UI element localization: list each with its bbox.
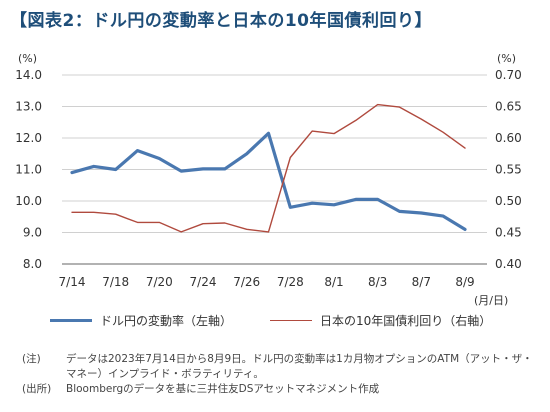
right-axis-tick-label: 0.55 — [495, 163, 522, 177]
series-line-jgb-yield — [71, 103, 466, 233]
right-axis-tick-label: 0.60 — [495, 131, 522, 145]
left-axis-unit: (%) — [18, 52, 38, 65]
right-axis-tick-label: 0.40 — [495, 257, 522, 271]
source-label: (出所) — [22, 383, 52, 395]
left-axis-tick-label: 11.0 — [15, 163, 42, 177]
legend-swatch-blue — [50, 319, 92, 322]
left-axis-tick-label: 8.0 — [23, 257, 42, 271]
note-label: (注) — [22, 353, 41, 365]
x-axis-tick-label: 7/14 — [59, 275, 86, 289]
left-axis-tick-label: 12.0 — [15, 131, 42, 145]
series-line-fx-volatility — [70, 131, 467, 231]
x-axis-tick-label: 7/20 — [146, 275, 173, 289]
left-axis-tick-label: 14.0 — [15, 68, 42, 82]
legend-item-fx-volatility: ドル円の変動率（左軸） — [50, 312, 232, 329]
right-axis-tick-label: 0.45 — [495, 226, 522, 240]
x-axis-unit: (月/日) — [474, 294, 509, 307]
right-axis-unit: (%) — [497, 52, 517, 65]
x-axis-tick-label: 8/3 — [368, 275, 387, 289]
left-axis-tick-label: 10.0 — [15, 194, 42, 208]
x-axis-tick-label: 7/26 — [233, 275, 260, 289]
x-axis-tick-label: 7/28 — [277, 275, 304, 289]
note-row: (注) データは2023年7月14日から8月9日。ドル円の変動率は1カ月物オプシ… — [22, 352, 542, 382]
right-axis-tick-label: 0.70 — [495, 68, 522, 82]
source-row: (出所) Bloombergのデータを基に三井住友DSアセットマネジメント作成 — [22, 382, 542, 397]
x-axis-tick-label: 8/7 — [412, 275, 431, 289]
left-axis-tick-label: 13.0 — [15, 100, 42, 114]
left-axis-tick-label: 9.0 — [23, 226, 42, 240]
chart-title: 【図表2：ドル円の変動率と日本の10年国債利回り】 — [10, 11, 432, 31]
note-text: データは2023年7月14日から8月9日。ドル円の変動率は1カ月物オプションのA… — [66, 353, 533, 380]
line-chart: 8.0 0.40 9.0 0.45 10.0 0.50 11.0 0.55 12.0 0.60 13… — [15, 68, 522, 289]
legend-label-jgb-yield: 日本の10年国債利回り（右軸） — [320, 314, 492, 328]
x-axis-tick-label: 8/1 — [324, 275, 343, 289]
right-axis-tick-label: 0.65 — [495, 100, 522, 114]
x-axis-tick-label: 7/24 — [190, 275, 217, 289]
notes: (注) データは2023年7月14日から8月9日。ドル円の変動率は1カ月物オプシ… — [22, 352, 542, 397]
legend-item-jgb-yield: 日本の10年国債利回り（右軸） — [270, 312, 491, 329]
legend-swatch-red — [270, 319, 312, 322]
legend-label-fx-volatility: ドル円の変動率（左軸） — [100, 314, 233, 328]
x-axis-tick-label: 8/9 — [455, 275, 474, 289]
x-axis-tick-label: 7/18 — [102, 275, 129, 289]
right-axis-tick-label: 0.50 — [495, 194, 522, 208]
source-text: Bloombergのデータを基に三井住友DSアセットマネジメント作成 — [66, 383, 380, 395]
